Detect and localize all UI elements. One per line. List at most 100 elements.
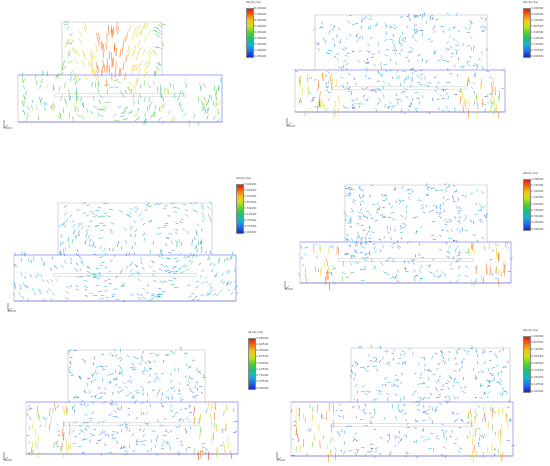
velocity-arrow xyxy=(335,408,339,413)
velocity-arrow xyxy=(353,398,356,401)
velocity-arrow xyxy=(313,244,315,253)
velocity-arrow xyxy=(461,65,465,68)
velocity-arrow xyxy=(161,372,164,375)
velocity-arrow xyxy=(412,217,416,219)
velocity-arrow xyxy=(355,261,360,264)
velocity-arrow xyxy=(91,373,93,378)
velocity-arrow xyxy=(180,398,184,401)
velocity-arrow xyxy=(24,285,28,289)
legend-tick-label: 3.00000 xyxy=(244,181,257,186)
velocity-arrow xyxy=(130,88,133,94)
velocity-arrow xyxy=(398,75,400,79)
velocity-arrow xyxy=(160,397,162,401)
velocity-arrow xyxy=(175,426,179,429)
velocity-arrow xyxy=(431,355,433,360)
velocity-arrow xyxy=(119,358,123,362)
velocity-arrow xyxy=(399,99,403,103)
velocity-arrow xyxy=(321,100,324,108)
velocity-arrow xyxy=(69,362,73,365)
velocity-arrow xyxy=(434,282,439,284)
velocity-arrow xyxy=(448,34,452,38)
velocity-arrow xyxy=(378,205,381,210)
velocity-arrow xyxy=(356,240,358,244)
velocity-arrow xyxy=(129,375,132,378)
velocity-arrow xyxy=(182,264,187,267)
velocity-arrow xyxy=(462,194,465,197)
velocity-arrow xyxy=(83,389,86,393)
velocity-arrow xyxy=(230,291,234,295)
velocity-arrow xyxy=(423,83,427,87)
velocity-arrow xyxy=(140,257,142,261)
velocity-arrow xyxy=(360,203,362,206)
velocity-arrow xyxy=(453,200,457,203)
velocity-arrow xyxy=(404,224,407,228)
velocity-arrow xyxy=(146,284,150,287)
velocity-arrow xyxy=(501,423,503,430)
velocity-arrow xyxy=(439,207,442,211)
velocity-arrow xyxy=(343,87,347,91)
velocity-arrow xyxy=(365,241,367,246)
velocity-arrow xyxy=(157,296,161,298)
velocity-arrow xyxy=(189,426,192,430)
velocity-arrow xyxy=(102,59,105,68)
velocity-arrow xyxy=(373,428,377,430)
velocity-arrow xyxy=(62,248,65,253)
velocity-arrow xyxy=(391,385,395,387)
velocity-arrow xyxy=(71,47,76,54)
velocity-arrow xyxy=(131,367,135,372)
velocity-arrow xyxy=(462,105,465,114)
velocity-arrow xyxy=(363,411,366,414)
velocity-arrow xyxy=(165,441,168,444)
velocity-arrow xyxy=(95,82,97,88)
velocity-arrow xyxy=(85,107,89,113)
velocity-arrow xyxy=(215,96,218,102)
velocity-arrow xyxy=(115,354,118,357)
velocity-arrow xyxy=(169,379,172,384)
velocity-arrow xyxy=(103,443,107,446)
velocity-arrow xyxy=(456,40,460,44)
velocity-arrow xyxy=(357,235,361,237)
velocity-arrow xyxy=(25,251,27,256)
velocity-arrow xyxy=(483,350,487,354)
velocity-arrow xyxy=(136,438,139,443)
velocity-arrow xyxy=(421,429,424,432)
velocity-arrow xyxy=(105,41,107,50)
velocity-arrow xyxy=(378,98,381,102)
velocity-arrow xyxy=(357,449,359,453)
velocity-arrow xyxy=(145,202,150,206)
velocity-arrow xyxy=(162,96,164,102)
velocity-arrow xyxy=(395,415,397,420)
velocity-arrow xyxy=(409,84,413,88)
velocity-arrow xyxy=(164,354,169,356)
legend-tick-label: 2.62500 xyxy=(256,341,269,346)
velocity-arrow xyxy=(419,200,423,202)
velocity-arrow xyxy=(157,34,161,38)
velocity-arrow xyxy=(360,238,362,242)
velocity-arrow xyxy=(423,363,426,368)
velocity-arrow xyxy=(124,72,127,81)
legend-tick-label: 2.00000 xyxy=(531,176,544,181)
velocity-arrow xyxy=(359,185,361,190)
velocity-arrow xyxy=(179,440,183,444)
velocity-arrow xyxy=(45,101,48,106)
velocity-arrow xyxy=(116,431,119,435)
velocity-arrow xyxy=(205,250,207,254)
velocity-arrow xyxy=(13,263,15,267)
velocity-arrow xyxy=(200,87,202,92)
velocity-arrow xyxy=(104,64,106,73)
velocity-arrow xyxy=(51,292,55,296)
velocity-vectors xyxy=(294,12,505,120)
velocity-arrow xyxy=(158,117,162,122)
velocity-arrow xyxy=(425,182,428,186)
velocity-arrow xyxy=(65,291,69,294)
velocity-arrow xyxy=(332,281,336,285)
velocity-arrow xyxy=(194,201,198,205)
velocity-arrow xyxy=(419,269,422,274)
velocity-arrow xyxy=(383,271,388,274)
velocity-arrow xyxy=(194,209,198,213)
velocity-vectors xyxy=(21,21,222,126)
velocity-arrow xyxy=(351,207,354,212)
velocity-arrow xyxy=(486,70,490,73)
velocity-arrow xyxy=(142,222,145,226)
velocity-arrow xyxy=(153,71,155,77)
